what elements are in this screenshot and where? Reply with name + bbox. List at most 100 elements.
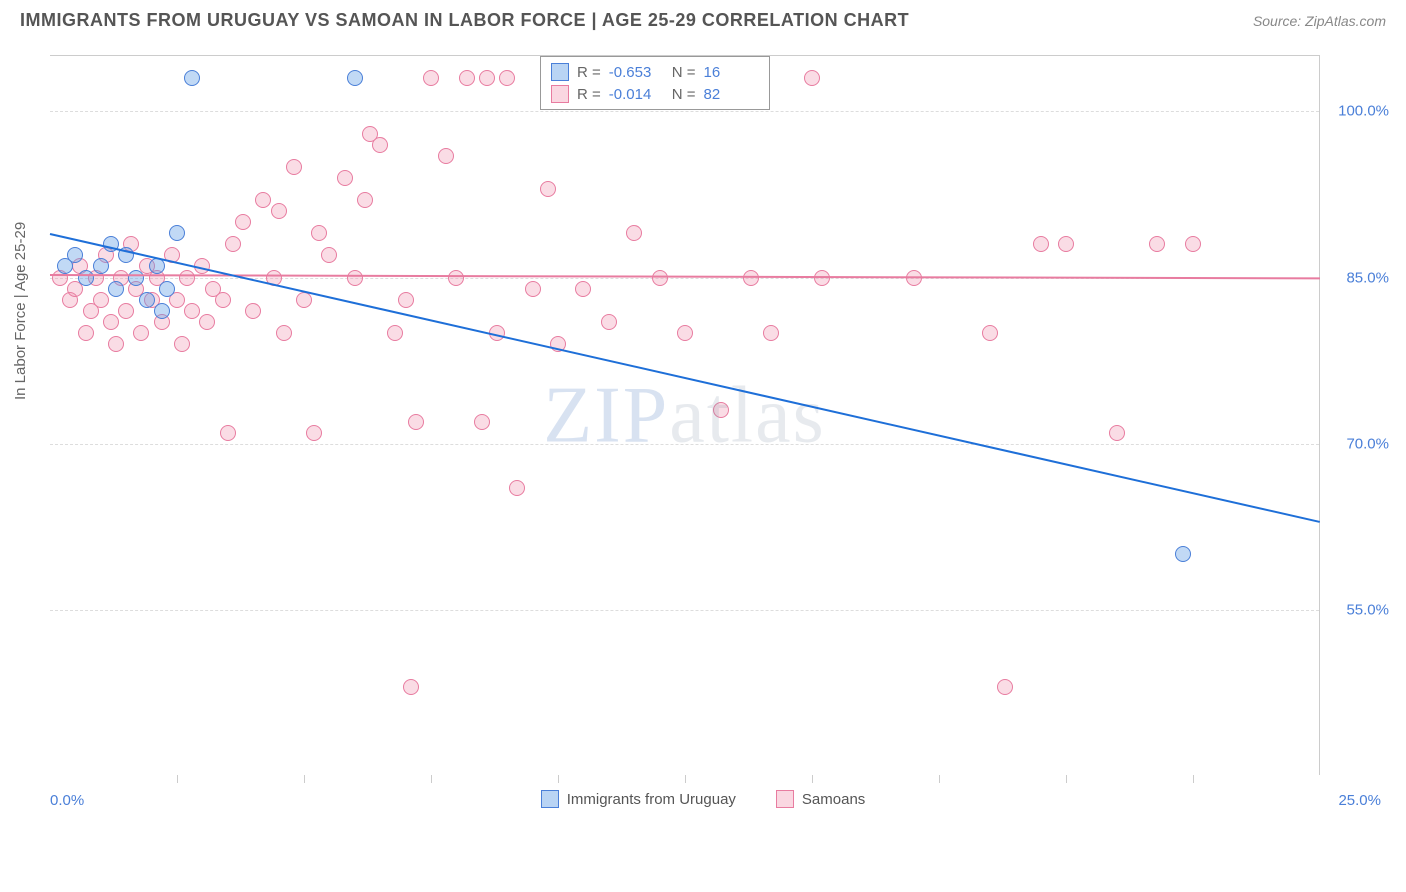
data-point-pink <box>154 314 170 330</box>
data-point-pink <box>98 247 114 263</box>
data-point-pink <box>271 203 287 219</box>
x-tick-mark <box>939 775 940 783</box>
data-point-blue <box>1175 546 1191 562</box>
data-point-pink <box>337 170 353 186</box>
legend-series-label: Immigrants from Uruguay <box>567 791 736 808</box>
x-tick-mark <box>431 775 432 783</box>
data-point-pink <box>1058 236 1074 252</box>
data-point-pink <box>174 336 190 352</box>
chart-title: IMMIGRANTS FROM URUGUAY VS SAMOAN IN LAB… <box>20 10 909 31</box>
correlation-legend: R = -0.653 N = 16 R = -0.014 N = 82 <box>540 56 770 110</box>
data-point-pink <box>62 292 78 308</box>
data-point-pink <box>184 303 200 319</box>
data-point-pink <box>540 181 556 197</box>
data-point-pink <box>245 303 261 319</box>
x-tick-mark <box>812 775 813 783</box>
data-point-pink <box>311 225 327 241</box>
data-point-pink <box>144 292 160 308</box>
data-point-pink <box>72 258 88 274</box>
legend-correlation-row: R = -0.653 N = 16 <box>551 61 759 83</box>
data-point-pink <box>479 70 495 86</box>
data-point-pink <box>108 336 124 352</box>
y-tick-label: 100.0% <box>1338 103 1389 120</box>
data-point-blue <box>67 247 83 263</box>
data-point-blue <box>108 281 124 297</box>
y-axis-label: In Labor Force | Age 25-29 <box>12 222 29 400</box>
legend-r-label: R = <box>577 86 601 103</box>
data-point-pink <box>713 402 729 418</box>
series-legend: Immigrants from Uruguay Samoans <box>0 790 1406 808</box>
data-point-pink <box>286 159 302 175</box>
data-point-pink <box>408 414 424 430</box>
data-point-blue <box>169 225 185 241</box>
data-point-pink <box>459 70 475 86</box>
data-point-pink <box>474 414 490 430</box>
y-tick-label: 70.0% <box>1346 435 1389 452</box>
gridline-h <box>50 610 1319 611</box>
x-tick-mark <box>1066 775 1067 783</box>
data-point-pink <box>78 325 94 341</box>
data-point-pink <box>997 679 1013 695</box>
legend-n-value: 16 <box>704 64 759 81</box>
legend-series-item: Samoans <box>776 790 865 808</box>
x-tick-mark <box>558 775 559 783</box>
data-point-pink <box>93 292 109 308</box>
y-tick-label: 85.0% <box>1346 269 1389 286</box>
data-point-pink <box>509 480 525 496</box>
legend-n-label: N = <box>672 86 696 103</box>
data-point-pink <box>372 137 388 153</box>
data-point-pink <box>403 679 419 695</box>
data-point-pink <box>199 314 215 330</box>
legend-swatch <box>551 63 569 81</box>
x-tick-mark <box>1193 775 1194 783</box>
data-point-pink <box>235 214 251 230</box>
data-point-pink <box>601 314 617 330</box>
data-point-pink <box>357 192 373 208</box>
data-point-blue <box>184 70 200 86</box>
x-tick-mark <box>304 775 305 783</box>
data-point-pink <box>525 281 541 297</box>
data-point-pink <box>626 225 642 241</box>
data-point-pink <box>398 292 414 308</box>
legend-correlation-row: R = -0.014 N = 82 <box>551 83 759 105</box>
data-point-pink <box>225 236 241 252</box>
data-point-pink <box>387 325 403 341</box>
data-point-blue <box>154 303 170 319</box>
legend-swatch <box>776 790 794 808</box>
data-point-pink <box>804 70 820 86</box>
data-point-pink <box>306 425 322 441</box>
legend-n-label: N = <box>672 64 696 81</box>
plot-area: ZIPatlas 100.0%85.0%70.0%55.0% <box>50 55 1320 775</box>
legend-n-value: 82 <box>704 86 759 103</box>
data-point-blue <box>139 292 155 308</box>
data-point-blue <box>149 258 165 274</box>
legend-r-value: -0.653 <box>609 64 664 81</box>
data-point-pink <box>133 325 149 341</box>
data-point-pink <box>982 325 998 341</box>
data-point-pink <box>321 247 337 263</box>
data-point-pink <box>575 281 591 297</box>
data-point-pink <box>220 425 236 441</box>
x-tick-mark <box>685 775 686 783</box>
data-point-pink <box>499 70 515 86</box>
data-point-pink <box>276 325 292 341</box>
data-point-pink <box>1033 236 1049 252</box>
data-point-pink <box>1109 425 1125 441</box>
gridline-h <box>50 111 1319 112</box>
data-point-blue <box>347 70 363 86</box>
data-point-pink <box>438 148 454 164</box>
x-tick-mark <box>177 775 178 783</box>
data-point-pink <box>423 70 439 86</box>
data-point-pink <box>128 281 144 297</box>
y-tick-label: 55.0% <box>1346 601 1389 618</box>
data-point-pink <box>362 126 378 142</box>
legend-r-value: -0.014 <box>609 86 664 103</box>
legend-series-label: Samoans <box>802 791 865 808</box>
data-point-blue <box>57 258 73 274</box>
data-point-pink <box>205 281 221 297</box>
legend-series-item: Immigrants from Uruguay <box>541 790 736 808</box>
data-point-pink <box>83 303 99 319</box>
legend-swatch <box>541 790 559 808</box>
gridline-h <box>50 444 1319 445</box>
legend-r-label: R = <box>577 64 601 81</box>
